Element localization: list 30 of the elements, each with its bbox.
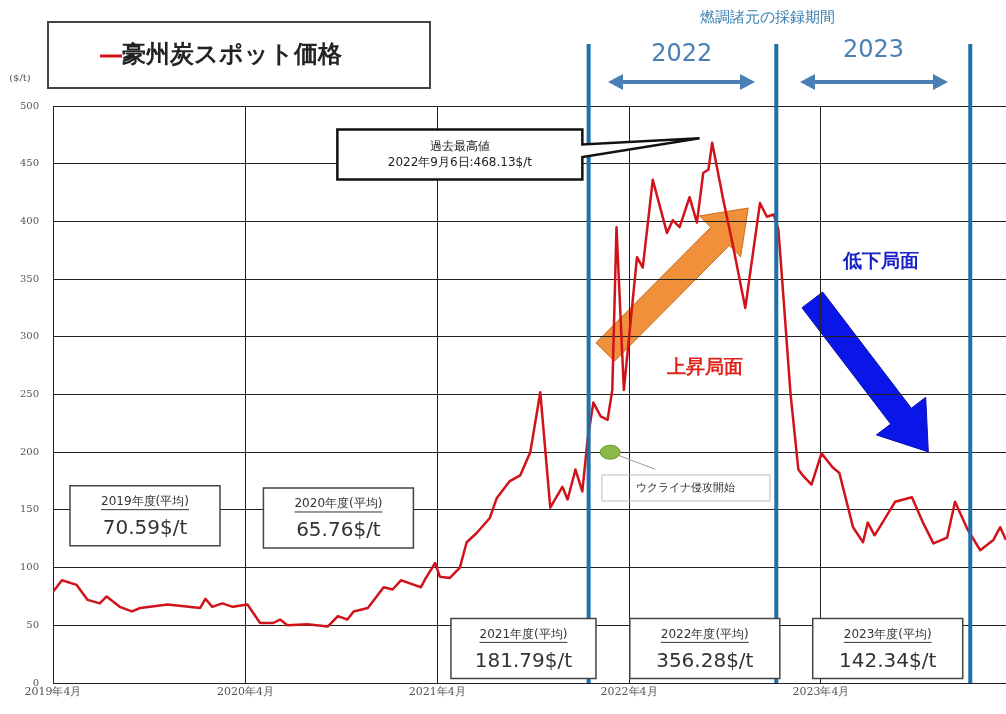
y-tick-label: 150: [19, 503, 39, 515]
x-tick-label: 2022年4月: [600, 685, 658, 699]
y-axis-title: ($/t): [9, 71, 31, 83]
text: 2023: [843, 34, 905, 63]
y-tick-label: 350: [19, 272, 39, 284]
annotation: 低下局面: [842, 248, 920, 271]
annotation: 2019年度(平均) 70.59$/t: [101, 493, 189, 539]
annotation: 上昇局面: [665, 354, 743, 377]
y-tick-label: 300: [19, 330, 39, 342]
y-tick-label: 250: [19, 388, 39, 400]
x-tick-label: 2021年4月: [408, 685, 466, 699]
y-tick-label: 100: [19, 561, 39, 573]
annotation: 過去最高値 2022年9月6日:468.13$/t: [387, 138, 533, 169]
x-tick-label: 2020年4月: [216, 685, 274, 699]
y-tick-label: 0: [32, 676, 39, 688]
text: 2022: [651, 39, 713, 68]
y-tick-label: 450: [19, 157, 39, 169]
annotation: ウクライナ侵攻開始: [636, 480, 736, 494]
y-tick-label: 50: [26, 618, 39, 630]
y-tick-label: 400: [19, 214, 39, 226]
text: 燃調諸元の採録期間: [699, 8, 835, 27]
annotation: 2020年度(平均) 65.76$/t: [294, 496, 383, 542]
x-tick-label: 2023年4月: [792, 685, 850, 699]
y-tick-label: 500: [19, 99, 39, 111]
annotation: 2023年度(平均) 142.34$/t: [839, 626, 937, 672]
y-tick-label: 200: [19, 445, 39, 457]
annotation: 2022年度(平均) 356.28$/t: [656, 626, 754, 672]
x-tick-label: 2019年4月: [24, 685, 82, 699]
annotation: 2021年度(平均) 181.79$/t: [474, 626, 573, 672]
legend-label: 豪州炭スポット価格: [122, 40, 343, 69]
